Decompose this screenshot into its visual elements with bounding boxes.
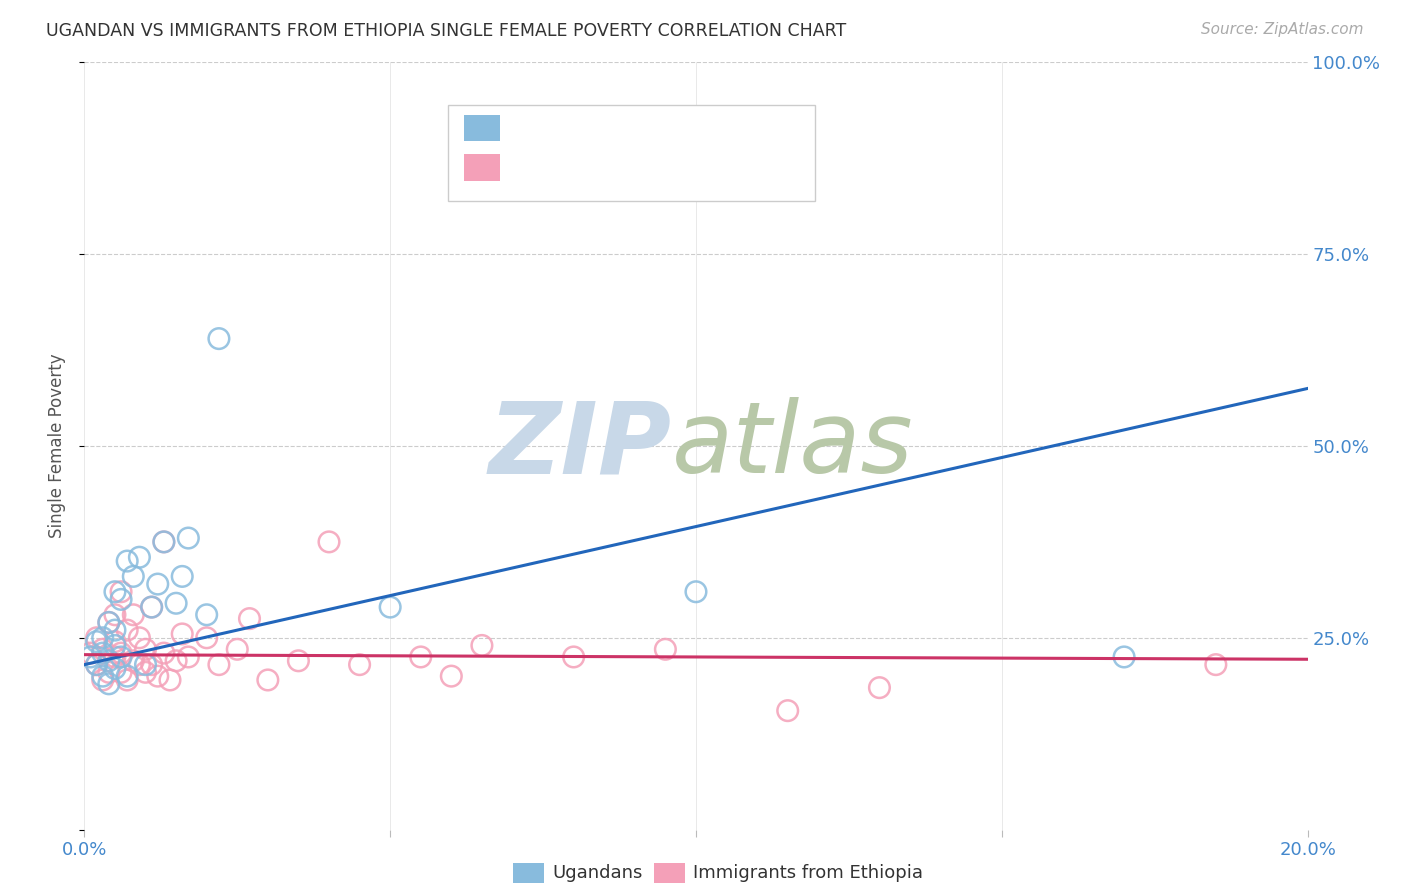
Point bbox=[153, 534, 176, 549]
Point bbox=[97, 654, 120, 668]
Point bbox=[146, 577, 169, 591]
Point bbox=[110, 584, 132, 599]
Text: Immigrants from Ethiopia: Immigrants from Ethiopia bbox=[693, 864, 924, 882]
Point bbox=[79, 649, 101, 664]
Point bbox=[86, 631, 108, 645]
Point bbox=[146, 669, 169, 683]
Point bbox=[128, 631, 150, 645]
Point bbox=[1114, 649, 1136, 664]
Point bbox=[115, 554, 138, 568]
Point bbox=[91, 669, 114, 683]
FancyBboxPatch shape bbox=[464, 114, 501, 142]
Point bbox=[380, 600, 402, 615]
Point bbox=[226, 642, 249, 657]
Point bbox=[110, 592, 132, 607]
Point bbox=[115, 623, 138, 637]
Text: R = -0.027   N = 46: R = -0.027 N = 46 bbox=[510, 158, 695, 177]
Text: R =  0.328   N = 31: R = 0.328 N = 31 bbox=[510, 118, 695, 137]
Point bbox=[238, 612, 260, 626]
Point bbox=[208, 332, 231, 346]
Point bbox=[128, 550, 150, 565]
Point bbox=[104, 623, 127, 637]
Point bbox=[195, 631, 218, 645]
Point bbox=[165, 654, 187, 668]
Point bbox=[440, 669, 463, 683]
Point bbox=[115, 673, 138, 687]
Point bbox=[115, 669, 138, 683]
Point bbox=[79, 646, 101, 660]
Point bbox=[654, 642, 676, 657]
Point bbox=[153, 646, 176, 660]
Point bbox=[91, 673, 114, 687]
Point bbox=[122, 654, 145, 668]
Point bbox=[159, 673, 181, 687]
Text: Source: ZipAtlas.com: Source: ZipAtlas.com bbox=[1201, 22, 1364, 37]
Text: ZIP: ZIP bbox=[488, 398, 672, 494]
Point bbox=[97, 615, 120, 630]
Point bbox=[97, 677, 120, 691]
Point bbox=[110, 649, 132, 664]
Point bbox=[869, 681, 891, 695]
Point bbox=[195, 607, 218, 622]
Point bbox=[86, 657, 108, 672]
Point bbox=[135, 665, 157, 680]
FancyBboxPatch shape bbox=[464, 154, 501, 181]
Point bbox=[177, 649, 200, 664]
Y-axis label: Single Female Poverty: Single Female Poverty bbox=[48, 354, 66, 538]
Point bbox=[104, 634, 127, 648]
Point bbox=[97, 615, 120, 630]
Point bbox=[177, 531, 200, 545]
Point bbox=[104, 661, 127, 675]
Point bbox=[104, 584, 127, 599]
Text: atlas: atlas bbox=[672, 398, 912, 494]
Point bbox=[91, 631, 114, 645]
Point bbox=[257, 673, 280, 687]
Point bbox=[110, 665, 132, 680]
Point bbox=[135, 657, 157, 672]
Point bbox=[562, 649, 585, 664]
Point bbox=[104, 649, 127, 664]
Point bbox=[776, 704, 799, 718]
Point bbox=[141, 657, 163, 672]
Text: Ugandans: Ugandans bbox=[553, 864, 643, 882]
Point bbox=[165, 596, 187, 610]
Point bbox=[86, 634, 108, 648]
Point bbox=[409, 649, 432, 664]
Point bbox=[86, 657, 108, 672]
Point bbox=[135, 642, 157, 657]
Point bbox=[318, 534, 340, 549]
Point bbox=[349, 657, 371, 672]
Point bbox=[1205, 657, 1227, 672]
Point bbox=[208, 657, 231, 672]
Point bbox=[172, 569, 194, 583]
Point bbox=[122, 607, 145, 622]
FancyBboxPatch shape bbox=[447, 104, 814, 201]
Point bbox=[172, 627, 194, 641]
Point bbox=[91, 646, 114, 660]
Point bbox=[287, 654, 309, 668]
Point bbox=[471, 639, 494, 653]
Point bbox=[141, 600, 163, 615]
Point bbox=[122, 569, 145, 583]
Point bbox=[141, 600, 163, 615]
Point bbox=[97, 665, 120, 680]
Text: UGANDAN VS IMMIGRANTS FROM ETHIOPIA SINGLE FEMALE POVERTY CORRELATION CHART: UGANDAN VS IMMIGRANTS FROM ETHIOPIA SING… bbox=[46, 22, 846, 40]
Point bbox=[685, 584, 707, 599]
Point bbox=[128, 657, 150, 672]
Point bbox=[153, 534, 176, 549]
Point bbox=[104, 607, 127, 622]
Point bbox=[110, 646, 132, 660]
Point bbox=[104, 639, 127, 653]
Point bbox=[91, 642, 114, 657]
